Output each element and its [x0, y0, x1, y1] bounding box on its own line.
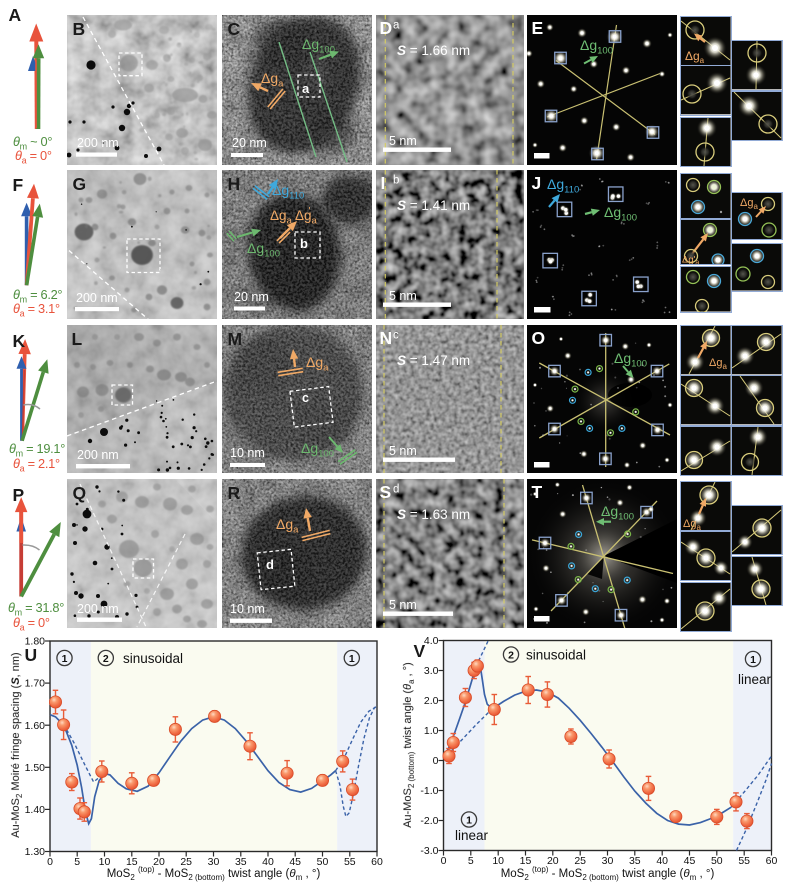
svg-text:F: F [13, 175, 24, 195]
svg-text:K: K [13, 331, 26, 351]
svg-text:1: 1 [750, 654, 756, 666]
svg-text:15: 15 [126, 856, 138, 868]
svg-text:1: 1 [349, 653, 355, 665]
svg-text:S = 1.47 nm: S = 1.47 nm [397, 353, 470, 368]
svg-text:E: E [532, 18, 544, 38]
svg-text:10 nm: 10 nm [230, 446, 265, 460]
svg-text:200 nm: 200 nm [76, 291, 118, 305]
svg-text:2.0: 2.0 [424, 695, 439, 707]
svg-text:50: 50 [317, 856, 329, 868]
svg-text:a: a [302, 81, 310, 96]
svg-text:5 nm: 5 nm [389, 598, 417, 612]
svg-text:4.0: 4.0 [424, 635, 439, 647]
svg-text:1.0: 1.0 [424, 725, 439, 737]
svg-text:3.0: 3.0 [424, 665, 439, 677]
svg-text:20: 20 [547, 855, 559, 867]
svg-text:1.70: 1.70 [25, 678, 46, 690]
svg-text:b: b [393, 175, 399, 187]
svg-text:35: 35 [235, 856, 247, 868]
svg-text:45: 45 [684, 855, 696, 867]
svg-text:1: 1 [62, 653, 68, 665]
svg-text:B: B [73, 19, 86, 39]
svg-text:15: 15 [520, 855, 532, 867]
svg-text:55: 55 [344, 856, 356, 868]
svg-text:45: 45 [289, 856, 301, 868]
svg-text:10 nm: 10 nm [230, 602, 265, 616]
svg-text:L: L [72, 329, 83, 349]
svg-text:c: c [393, 329, 399, 341]
svg-text:40: 40 [656, 855, 668, 867]
svg-text:55: 55 [738, 855, 750, 867]
svg-text:S = 1.66 nm: S = 1.66 nm [397, 43, 470, 58]
svg-text:V: V [414, 641, 426, 661]
svg-text:O: O [532, 328, 546, 348]
svg-text:A: A [9, 5, 22, 25]
svg-text:5: 5 [468, 855, 474, 867]
svg-text:1.30: 1.30 [25, 846, 46, 858]
svg-text:D: D [380, 18, 393, 38]
svg-text:1: 1 [466, 814, 472, 826]
svg-text:20: 20 [153, 856, 165, 868]
svg-text:a: a [393, 19, 400, 31]
svg-text:1.80: 1.80 [25, 636, 46, 648]
svg-text:P: P [13, 485, 25, 505]
svg-text:c: c [302, 391, 309, 405]
svg-text:5 nm: 5 nm [389, 134, 417, 148]
svg-text:S = 1.41 nm: S = 1.41 nm [397, 198, 470, 213]
svg-text:linear: linear [455, 828, 489, 843]
svg-text:10: 10 [99, 856, 111, 868]
svg-text:50: 50 [711, 855, 723, 867]
svg-text:Q: Q [73, 483, 87, 503]
svg-text:20 nm: 20 nm [232, 136, 267, 150]
svg-text:J: J [532, 173, 542, 193]
svg-text:0: 0 [433, 755, 439, 767]
svg-text:10: 10 [492, 855, 504, 867]
svg-text:U: U [25, 645, 38, 665]
svg-text:S = 1.63 nm: S = 1.63 nm [397, 507, 470, 522]
svg-text:Δg'a: Δg'a [682, 254, 699, 265]
svg-text:25: 25 [574, 855, 586, 867]
svg-text:-1.0: -1.0 [420, 785, 438, 797]
svg-text:5: 5 [74, 856, 80, 868]
svg-text:C: C [228, 19, 241, 39]
svg-text:d: d [266, 557, 274, 572]
svg-text:40: 40 [262, 856, 274, 868]
svg-text:1.40: 1.40 [25, 804, 46, 816]
svg-text:-2.0: -2.0 [420, 815, 438, 827]
svg-text:': ' [309, 206, 311, 217]
svg-text:H: H [228, 174, 241, 194]
svg-text:R: R [228, 483, 241, 503]
svg-text:b: b [300, 236, 308, 251]
svg-text:5 nm: 5 nm [389, 289, 417, 303]
svg-text:linear: linear [738, 672, 772, 687]
svg-text:200 nm: 200 nm [77, 136, 119, 150]
svg-text:S: S [380, 482, 392, 502]
svg-text:-3.0: -3.0 [420, 845, 438, 857]
svg-text:60: 60 [371, 856, 383, 868]
svg-text:2: 2 [508, 649, 514, 661]
svg-text:N: N [380, 328, 393, 348]
svg-text:T: T [532, 482, 543, 502]
svg-text:200 nm: 200 nm [77, 602, 119, 616]
svg-text:30: 30 [208, 856, 220, 868]
svg-text:30: 30 [602, 855, 614, 867]
svg-text:25: 25 [180, 856, 192, 868]
svg-text:60: 60 [766, 855, 778, 867]
svg-text:I: I [381, 173, 386, 193]
svg-text:200 nm: 200 nm [77, 448, 119, 462]
svg-text:1.60: 1.60 [25, 720, 46, 732]
svg-text:20 nm: 20 nm [234, 290, 269, 304]
svg-text:35: 35 [629, 855, 641, 867]
svg-text:G: G [73, 174, 87, 194]
svg-text:0: 0 [47, 856, 53, 868]
svg-text:d: d [393, 483, 399, 495]
svg-text:sinusoidal: sinusoidal [526, 648, 586, 663]
svg-text:1.50: 1.50 [25, 762, 46, 774]
svg-text:0: 0 [441, 855, 447, 867]
svg-text:5 nm: 5 nm [389, 444, 417, 458]
svg-text:2: 2 [103, 653, 109, 665]
svg-text:M: M [228, 329, 243, 349]
svg-text:sinusoidal: sinusoidal [123, 651, 183, 666]
